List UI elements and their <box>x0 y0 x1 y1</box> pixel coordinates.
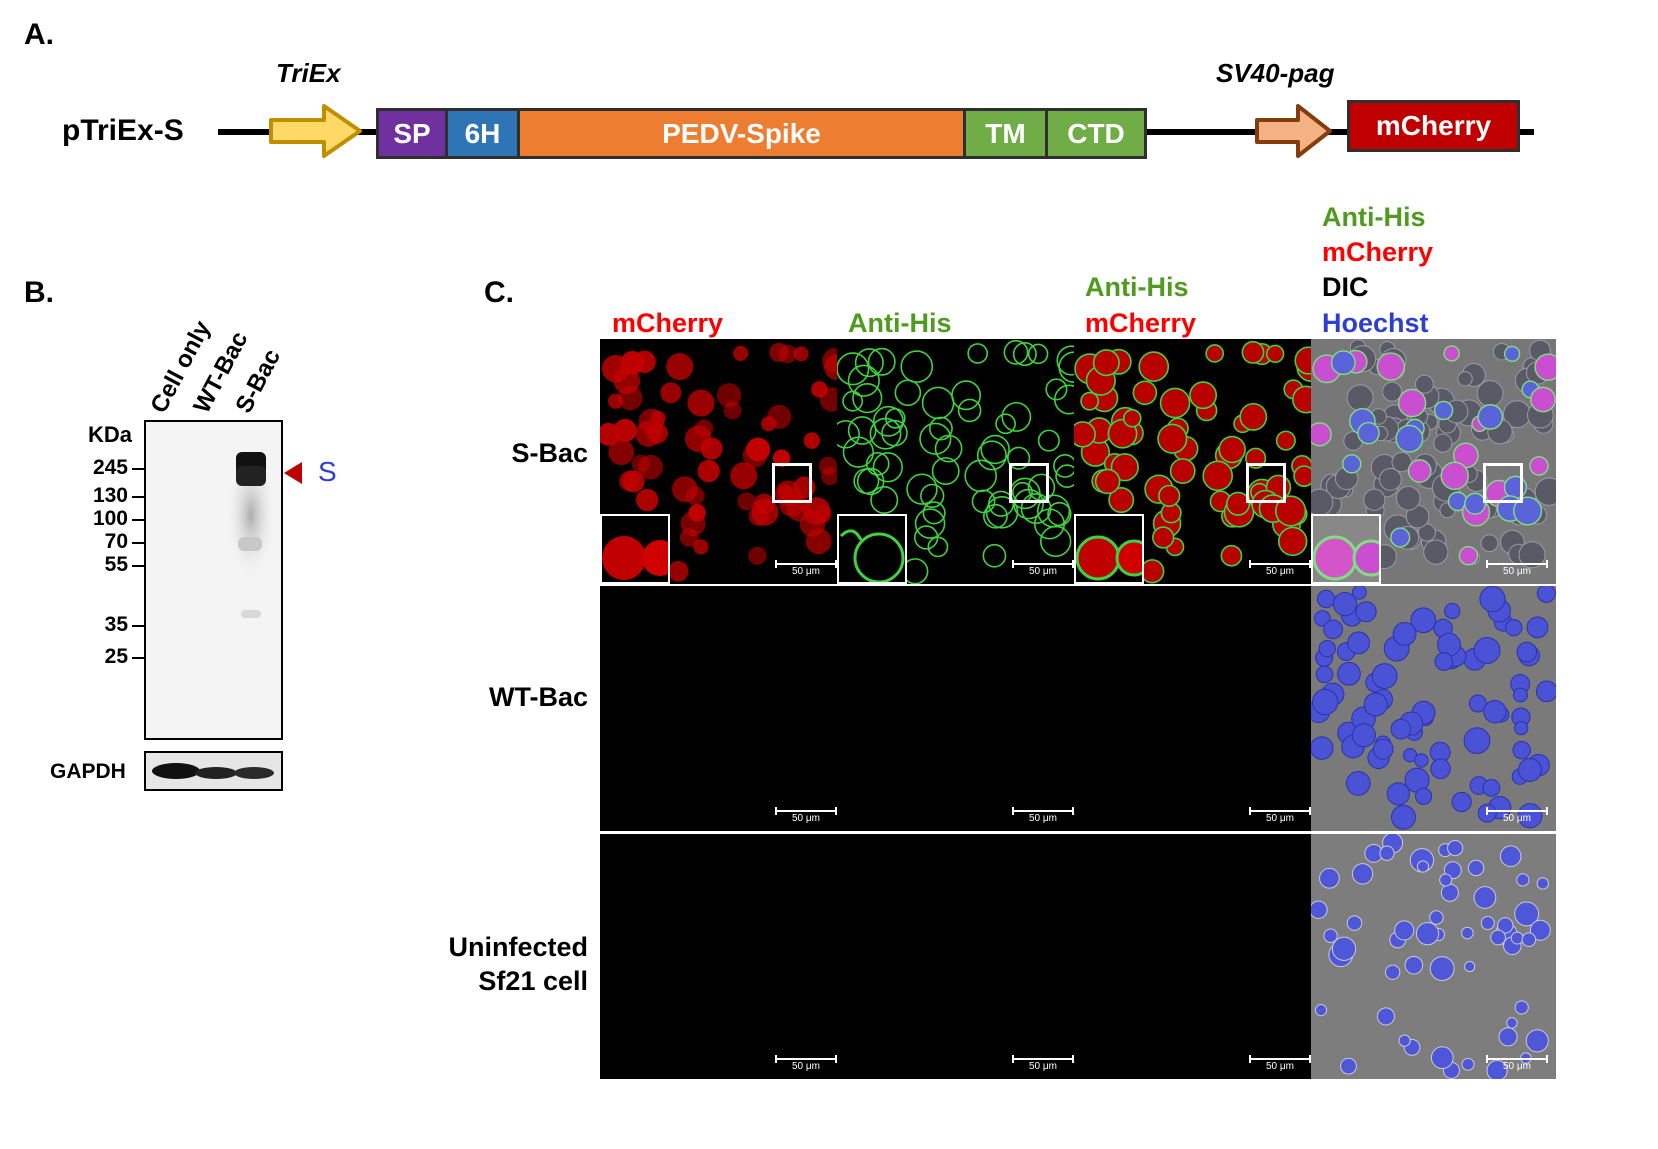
mw-marker: 130 <box>92 484 128 507</box>
plasmid-name: pTriEx-S <box>62 114 184 147</box>
scale-bar: 50 μm <box>775 806 837 826</box>
mw-marker: 70 <box>104 530 128 553</box>
micrograph-s-bac-mcherry: 50 μm <box>600 339 845 584</box>
zoom-inset <box>600 514 670 584</box>
mw-tick <box>132 657 144 659</box>
micrograph-wt-bac-merge: 50 μm <box>1074 586 1319 831</box>
column-header-overlay-anti-his: Anti-His <box>1322 202 1426 232</box>
row-label-sf21-cell: Sf21 cell <box>478 966 588 996</box>
gapdh-band-image <box>152 763 274 779</box>
micrograph-wt-bac-overlay: 50 μm <box>1311 586 1556 831</box>
micrograph-s-bac-merge: 50 μm <box>1074 339 1319 584</box>
row-label-wt-bac: WT-Bac <box>488 682 588 712</box>
panel-c-label: C. <box>484 276 514 309</box>
scale-bar: 50 μm <box>775 1054 837 1074</box>
scale-bar: 50 μm <box>1012 1054 1074 1074</box>
scale-bar: 50 μm <box>1012 559 1074 579</box>
segment-mcherry: mCherry <box>1347 100 1520 152</box>
scale-bar: 50 μm <box>1249 559 1311 579</box>
mw-marker: 100 <box>92 507 128 530</box>
zoom-inset <box>1074 514 1144 584</box>
column-header-anti-his: Anti-His <box>848 308 952 338</box>
segment-sp: SP <box>376 108 445 159</box>
mw-unit-label: KDa <box>88 422 133 447</box>
row-label-s-bac: S-Bac <box>511 438 588 468</box>
panel-b-label: B. <box>24 276 54 309</box>
sv40-promoter-arrow-icon <box>1255 104 1332 158</box>
micrograph-s-bac-anti-his: 50 μm <box>837 339 1082 584</box>
backbone-line-middle <box>1146 129 1350 135</box>
zoom-inset <box>1311 514 1381 584</box>
scale-bar: 50 μm <box>1249 806 1311 826</box>
western-blot-membrane <box>144 420 283 740</box>
band-arrowhead-icon <box>284 462 302 484</box>
segment-6h: 6H <box>445 108 517 159</box>
row-label-uninfected: Uninfected <box>448 932 588 962</box>
mw-marker: 55 <box>104 553 128 576</box>
micrograph-wt-bac-anti-his: 50 μm <box>837 586 1082 831</box>
column-header-overlay-mcherry: mCherry <box>1322 237 1434 267</box>
triex-promoter-arrow-icon <box>269 104 362 158</box>
spike-band-image <box>230 452 272 618</box>
micrograph-s-bac-overlay: 50 μm <box>1311 339 1556 584</box>
loading-control-label: GAPDH <box>50 760 126 783</box>
zoom-box <box>1483 463 1523 503</box>
mw-tick <box>132 496 144 498</box>
column-header-overlay-hoechst: Hoechst <box>1322 308 1429 338</box>
scale-bar: 50 μm <box>1486 1054 1548 1074</box>
scale-bar: 50 μm <box>775 559 837 579</box>
scale-bar: 50 μm <box>1486 559 1548 579</box>
backbone-line-right <box>1518 129 1534 135</box>
panel-a-label: A. <box>24 18 54 51</box>
zoom-box <box>1246 463 1286 503</box>
mw-tick <box>132 542 144 544</box>
promoter-label-sv40: SV40-pag <box>1216 58 1335 88</box>
micrograph-wt-bac-mcherry: 50 μm <box>600 586 845 831</box>
mw-tick <box>132 468 144 470</box>
mw-tick <box>132 565 144 567</box>
column-header-mcherry: mCherry <box>612 308 724 338</box>
micrograph-uninfected-anti-his: 50 μm <box>837 834 1082 1079</box>
band-label-s: S <box>318 456 337 487</box>
mw-tick <box>132 519 144 521</box>
column-header-merge-anti-his: Anti-His <box>1085 272 1189 302</box>
scale-bar: 50 μm <box>1249 1054 1311 1074</box>
micrograph-uninfected-overlay: 50 μm <box>1311 834 1556 1079</box>
segment-pedv-spike: PEDV-Spike <box>517 108 963 159</box>
segment-ctd: CTD <box>1045 108 1147 159</box>
mw-marker: 25 <box>104 645 128 668</box>
column-header-overlay-dic: DIC <box>1322 272 1369 302</box>
zoom-box <box>1009 463 1049 503</box>
segment-tm: TM <box>963 108 1045 159</box>
column-header-merge-mcherry: mCherry <box>1085 308 1197 338</box>
mw-marker: 245 <box>92 456 128 479</box>
scale-bar: 50 μm <box>1486 806 1548 826</box>
mw-tick <box>132 625 144 627</box>
zoom-box <box>772 463 812 503</box>
micrograph-uninfected-mcherry: 50 μm <box>600 834 845 1079</box>
gapdh-blot <box>144 751 283 791</box>
promoter-label-triex: TriEx <box>276 58 341 88</box>
scale-bar: 50 μm <box>1012 806 1074 826</box>
zoom-inset <box>837 514 907 584</box>
mw-marker: 35 <box>104 613 128 636</box>
micrograph-uninfected-merge: 50 μm <box>1074 834 1319 1079</box>
